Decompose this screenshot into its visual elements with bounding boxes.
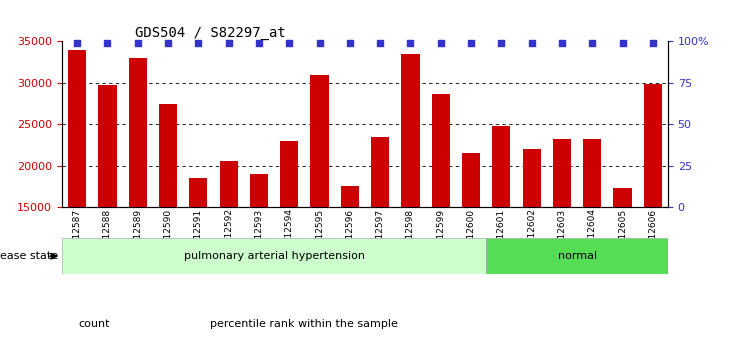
Text: pulmonary arterial hypertension: pulmonary arterial hypertension xyxy=(184,251,364,261)
Point xyxy=(496,40,507,46)
Bar xyxy=(189,178,207,331)
Text: count: count xyxy=(79,319,110,329)
Bar xyxy=(128,58,147,331)
Point xyxy=(193,40,204,46)
Bar xyxy=(462,153,480,331)
Bar xyxy=(553,139,571,331)
Bar xyxy=(431,93,450,331)
Point xyxy=(283,40,295,46)
Bar xyxy=(341,186,359,331)
Point xyxy=(556,40,568,46)
Point xyxy=(223,40,234,46)
Bar xyxy=(644,85,662,331)
Point xyxy=(404,40,416,46)
Point xyxy=(253,40,265,46)
Bar xyxy=(280,141,299,331)
Point xyxy=(162,40,174,46)
Bar xyxy=(310,75,328,331)
Bar xyxy=(68,50,86,331)
Point xyxy=(72,40,83,46)
Point xyxy=(374,40,386,46)
Bar xyxy=(159,104,177,331)
Bar xyxy=(492,126,510,331)
Bar xyxy=(402,54,420,331)
Point xyxy=(132,40,144,46)
Bar xyxy=(523,149,541,331)
Point xyxy=(435,40,447,46)
Bar xyxy=(371,137,389,331)
Text: GDS504 / S82297_at: GDS504 / S82297_at xyxy=(135,26,286,40)
Bar xyxy=(250,174,268,331)
Bar xyxy=(613,188,631,331)
Bar xyxy=(220,161,238,331)
Bar xyxy=(583,139,602,331)
Point xyxy=(526,40,537,46)
Point xyxy=(101,40,113,46)
Text: percentile rank within the sample: percentile rank within the sample xyxy=(210,319,398,329)
Bar xyxy=(486,238,668,274)
Point xyxy=(617,40,629,46)
Point xyxy=(344,40,356,46)
Point xyxy=(314,40,326,46)
Text: disease state: disease state xyxy=(0,251,58,261)
Point xyxy=(586,40,598,46)
Point xyxy=(465,40,477,46)
Bar xyxy=(62,238,486,274)
Point xyxy=(647,40,658,46)
Bar xyxy=(99,85,117,331)
Text: normal: normal xyxy=(558,251,596,261)
